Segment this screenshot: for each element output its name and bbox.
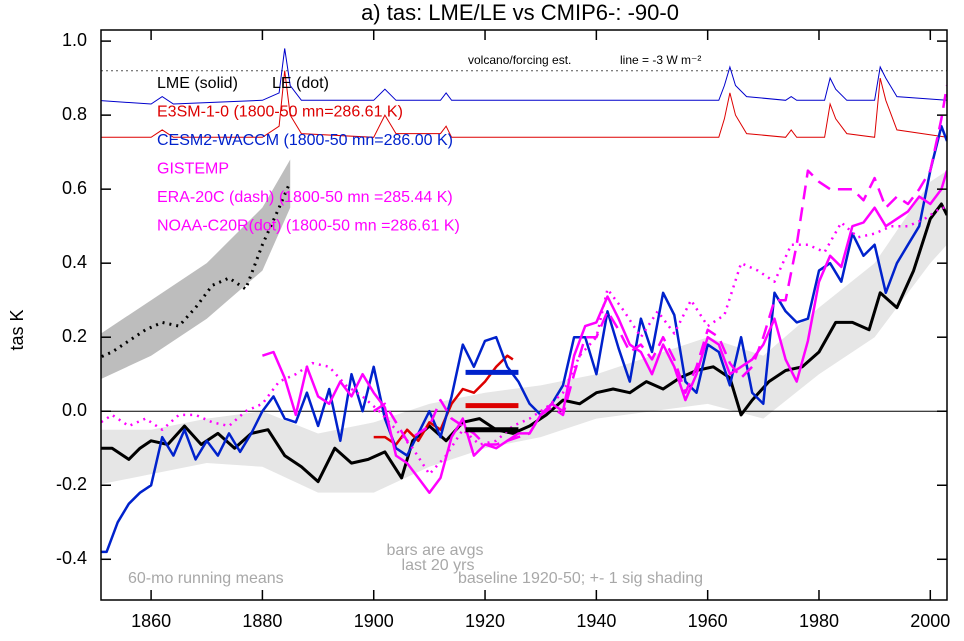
series-line [101, 181, 292, 359]
legend-entry: LME (solid) [157, 75, 238, 92]
legend-entry: GISTEMP [157, 161, 229, 178]
x-tick-label: 1980 [799, 611, 839, 631]
y-tick-label: 1.0 [62, 30, 87, 50]
legend-entry: LE (dot) [272, 75, 329, 92]
sigma-band [101, 159, 291, 380]
baseline-note: baseline 1920-50; +- 1 sig shading [458, 570, 703, 587]
y-tick-label: 0.0 [62, 400, 87, 420]
forcing-line [101, 70, 947, 138]
x-tick-label: 1940 [576, 611, 616, 631]
legend-entry: ERA-20C (dash) (1800-50 mn =285.44 K) [157, 189, 453, 206]
legend-entry: CESM2-WACCM (1800-50 mn=286.00 K) [157, 132, 453, 149]
forcing-line-label: line = -3 W m⁻² [620, 53, 701, 67]
y-axis-label: tas K [7, 309, 27, 350]
x-tick-label: 1880 [242, 611, 282, 631]
x-tick-label: 1900 [354, 611, 394, 631]
x-tick-label: 2000 [910, 611, 950, 631]
y-tick-label: 0.6 [62, 178, 87, 198]
running-note: 60-mo running means [128, 570, 284, 587]
y-tick-label: 0.4 [62, 252, 87, 272]
forcing-line [101, 48, 947, 105]
y-tick-label: -0.4 [56, 548, 87, 568]
y-tick-label: -0.2 [56, 474, 87, 494]
series-line [101, 202, 947, 484]
x-tick-label: 1860 [131, 611, 171, 631]
chart-title: a) tas: LME/LE vs CMIP6-: -90-0 [361, 0, 679, 25]
bars-note: bars are avgs [387, 542, 484, 559]
y-tick-label: 0.8 [62, 104, 87, 124]
legend-entry: E3SM-1-0 (1800-50 mn=286.61 K) [157, 104, 403, 121]
legend-entry: NOAA-C20R(dot) (1800-50 mn =286.61 K) [157, 218, 460, 235]
series-line [101, 124, 947, 554]
forcing-label: volcano/forcing est. [468, 53, 571, 67]
x-tick-label: 1960 [688, 611, 728, 631]
x-tick-label: 1920 [465, 611, 505, 631]
series-line [101, 206, 947, 476]
bars-note: last 20 yrs [402, 557, 475, 574]
plot-frame [100, 29, 948, 601]
y-tick-label: 0.2 [62, 326, 87, 346]
plot-area [101, 48, 947, 554]
series-line [262, 170, 947, 494]
